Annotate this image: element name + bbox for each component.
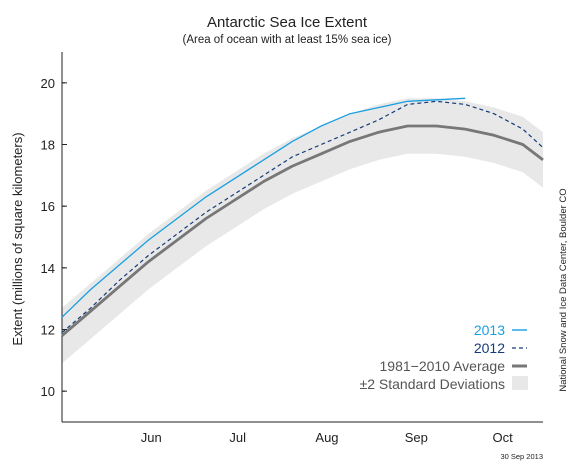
source-credit: National Snow and Ice Data Center, Bould…: [558, 188, 569, 391]
legend-std-band-swatch: [512, 376, 528, 390]
x-tick-label: Oct: [493, 430, 514, 445]
legend: 2013 2012 1981−2010 Average ±2 Standard Dev…: [360, 322, 528, 392]
legend-2012-label: 2012: [474, 340, 505, 356]
x-tick-label: Aug: [315, 430, 338, 445]
legend-average-label: 1981−2010 Average: [380, 358, 506, 374]
chart-title: Antarctic Sea Ice Extent: [207, 14, 368, 31]
legend-2013-label: 2013: [474, 322, 505, 338]
y-tick-label: 10: [41, 384, 55, 399]
legend-std-band-label: ±2 Standard Deviations: [360, 376, 505, 392]
average-line: [61, 124, 544, 337]
date-stamp: 30 Sep 2013: [500, 452, 543, 461]
y-tick-label: 12: [41, 323, 55, 338]
y-tick-label: 16: [41, 199, 55, 214]
y-tick-label: 18: [41, 138, 55, 153]
series-2013-line: [61, 97, 466, 318]
plot-area: 10 12 14 16 18 20 Jun Jul Aug Sep Oct: [41, 52, 544, 445]
chart-subtitle: (Area of ocean with at least 15% sea ice…: [182, 34, 391, 46]
y-tick-label: 14: [41, 261, 55, 276]
y-tick-label: 20: [41, 76, 55, 91]
std-dev-band: [62, 98, 543, 364]
x-tick-label: Jul: [229, 430, 246, 445]
x-tick-label: Jun: [141, 430, 162, 445]
y-axis-label: Extent (millions of square kilometers): [10, 132, 25, 345]
x-tick-label: Sep: [405, 430, 428, 445]
